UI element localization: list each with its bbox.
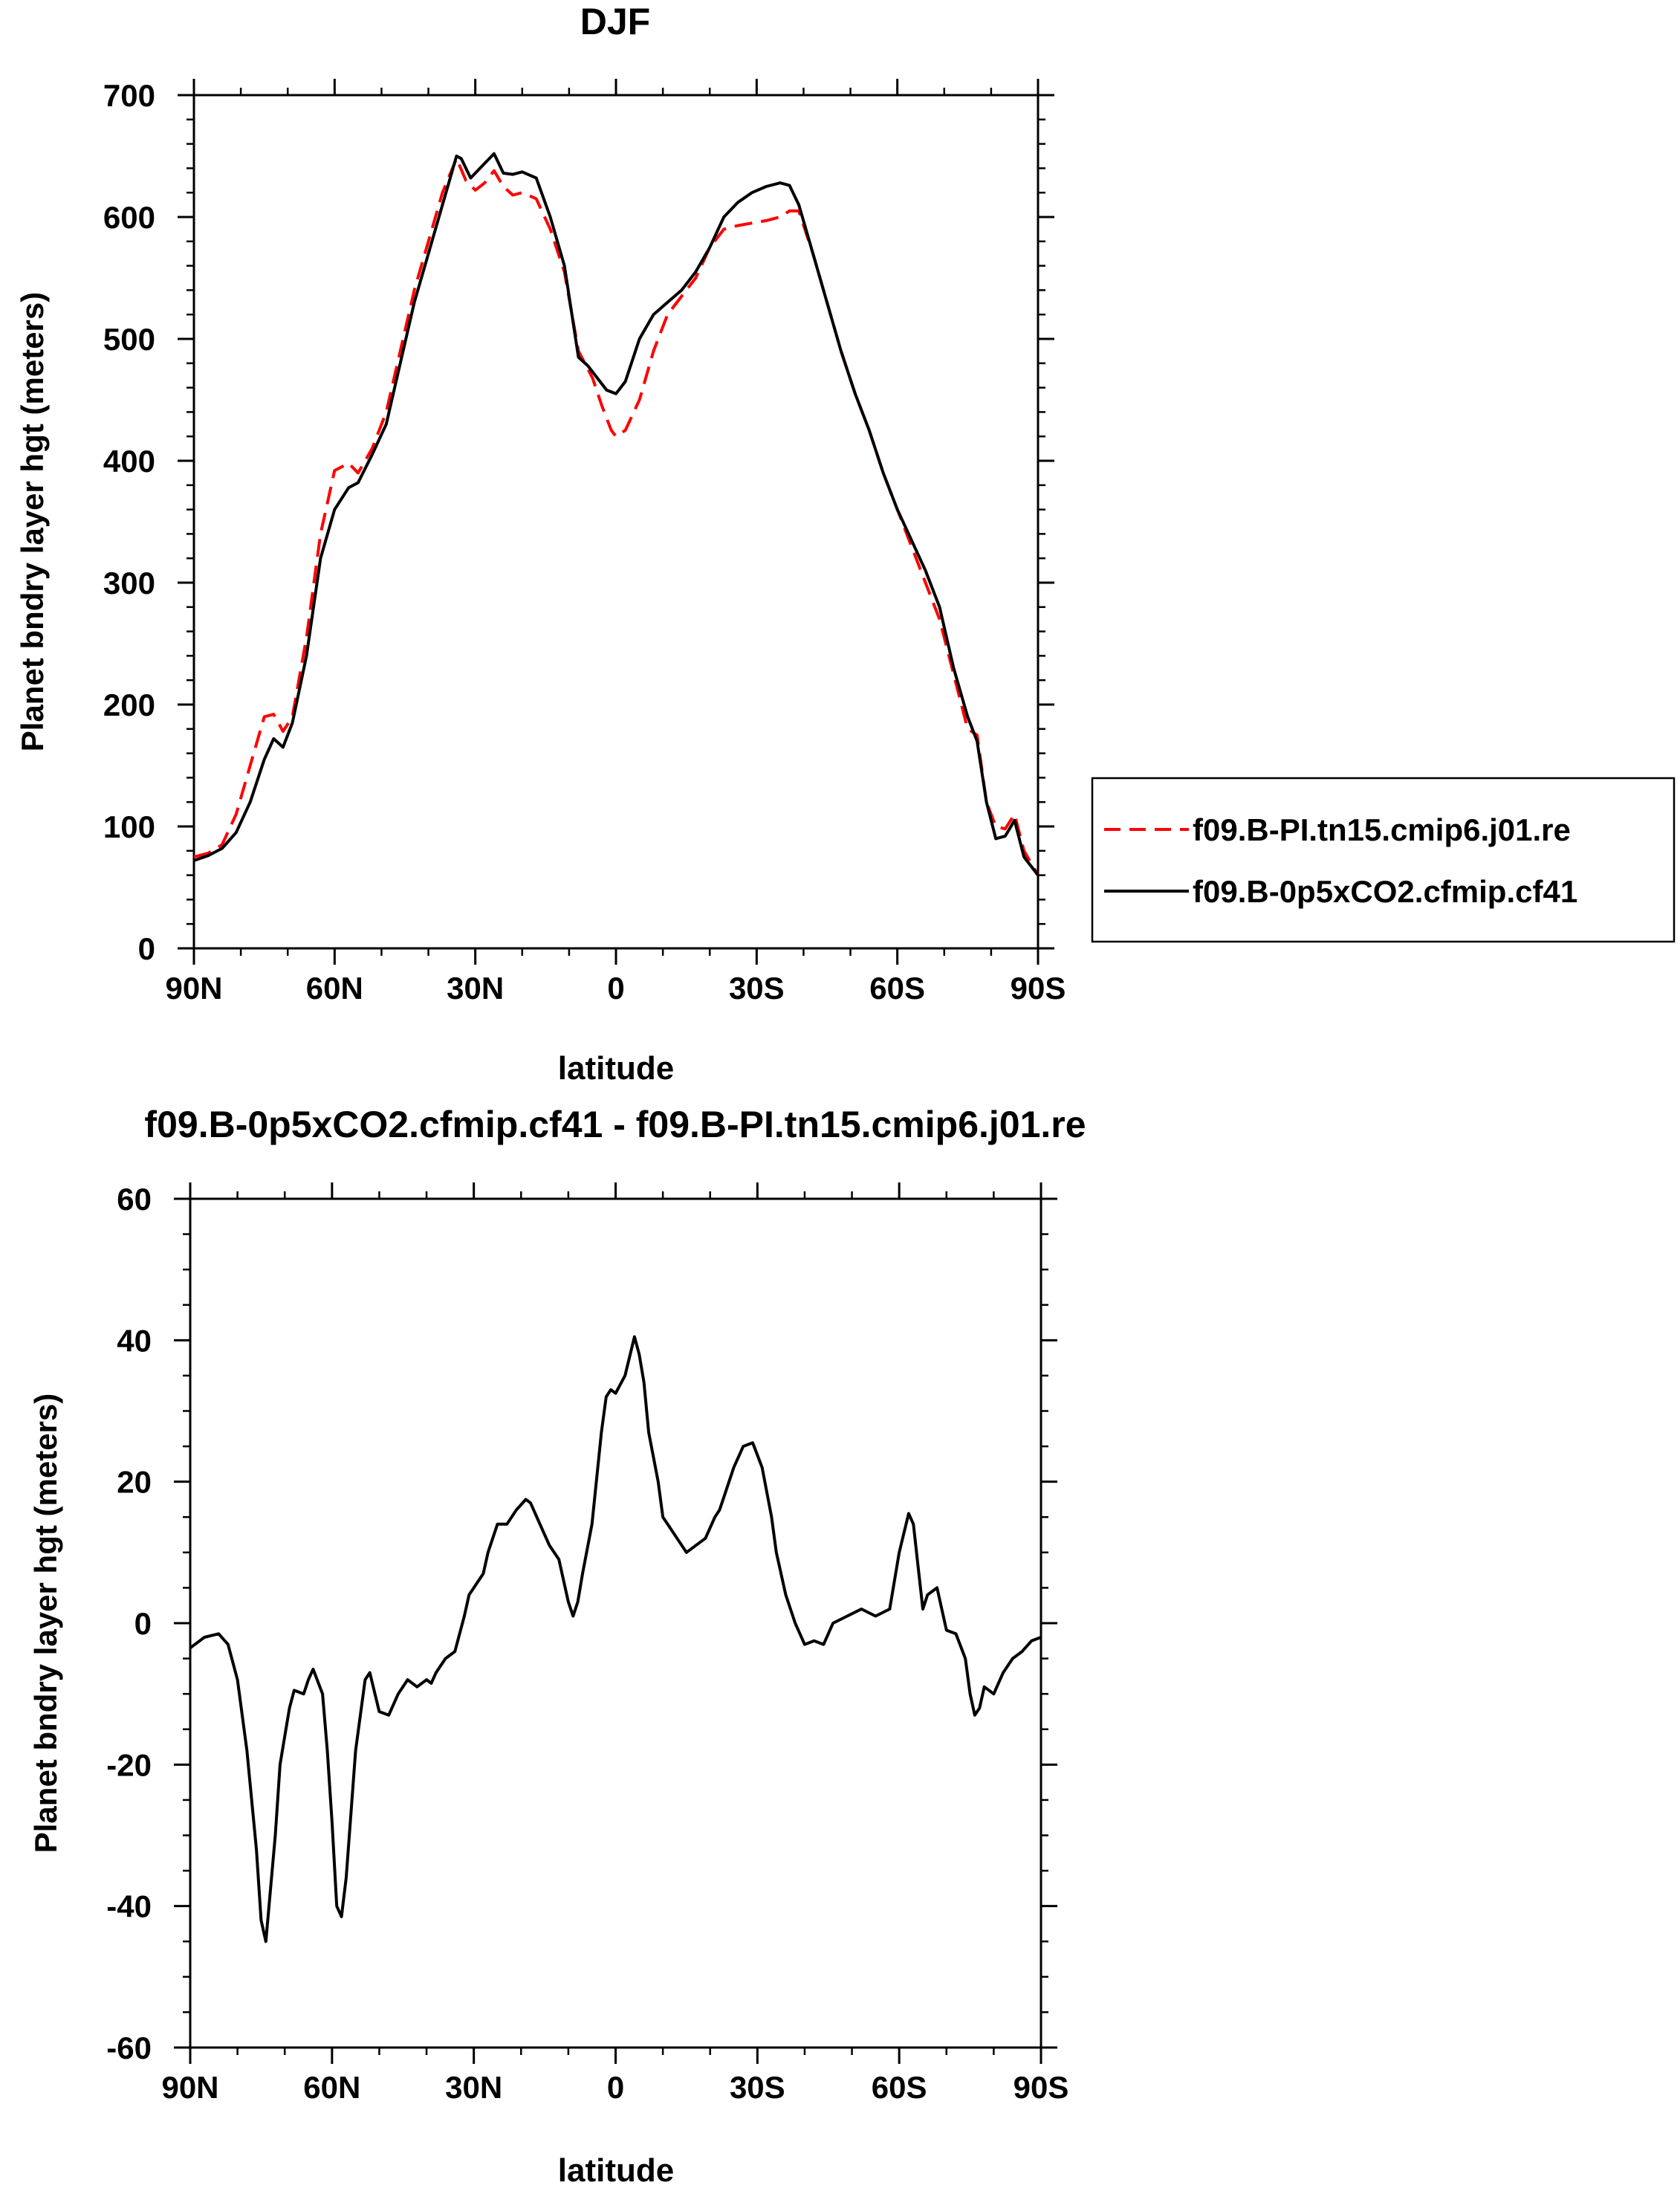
x-tick-label: 90S <box>1011 971 1066 1006</box>
x-tick-label: 60N <box>303 2070 360 2105</box>
x-tick-label: 0 <box>607 971 624 1006</box>
legend-box <box>1091 777 1676 943</box>
y-tick-label: 0 <box>138 931 155 966</box>
top-x-axis-label: latitude <box>558 1050 674 1087</box>
x-tick-label: 0 <box>607 2070 624 2105</box>
x-tick-label: 60S <box>872 2070 927 2105</box>
x-tick-label: 90N <box>161 2070 218 2105</box>
y-tick-label: 300 <box>103 566 155 601</box>
series-line-difference <box>189 1335 1042 1943</box>
x-tick-label: 30S <box>729 971 785 1006</box>
top-plot-frame <box>192 94 1040 950</box>
bottom-panel-ticks <box>174 1182 1057 2064</box>
legend: f09.B-PI.tn15.cmip6.j01.re f09.B-0p5xCO2… <box>1091 777 1676 943</box>
y-tick-label: 600 <box>103 200 155 235</box>
y-tick-label: 20 <box>117 1465 152 1500</box>
y-tick-label: -60 <box>106 2030 152 2065</box>
top-panel-ticks <box>178 79 1054 965</box>
legend-label-pi: f09.B-PI.tn15.cmip6.j01.re <box>1193 812 1571 847</box>
y-tick-label: -40 <box>106 1889 152 1924</box>
y-tick-label: 100 <box>103 809 155 844</box>
bottom-x-axis-label: latitude <box>558 2152 674 2188</box>
bottom-panel-series <box>189 1335 1042 1943</box>
series-line-pi <box>193 157 1040 876</box>
x-tick-label: 90S <box>1013 2070 1069 2105</box>
bottom-x-tick-labels: 90N 60N 30N 0 30S 60S 90S <box>161 2070 1068 2105</box>
bottom-y-tick-labels: -60 -40 -20 0 20 40 60 <box>106 1182 152 2065</box>
y-tick-label: 700 <box>103 78 155 113</box>
top-panel-series <box>193 152 1040 876</box>
top-panel-title: DJF <box>580 1 650 42</box>
bottom-plot-frame <box>189 1197 1042 2049</box>
x-tick-label: 60N <box>306 971 363 1006</box>
y-tick-label: -20 <box>106 1747 152 1782</box>
x-tick-label: 30N <box>447 971 504 1006</box>
y-tick-label: 40 <box>117 1323 152 1358</box>
top-panel: DJF 0 100 200 300 400 500 600 700 90N 60N 30N 0 30S… <box>15 1 1066 1087</box>
bottom-y-axis-label: Planet bndry layer hgt (meters) <box>28 1394 63 1854</box>
y-tick-label: 60 <box>117 1182 152 1217</box>
y-tick-label: 500 <box>103 322 155 357</box>
x-tick-label: 30S <box>730 2070 785 2105</box>
y-tick-label: 0 <box>134 1606 152 1641</box>
y-tick-label: 400 <box>103 444 155 479</box>
top-y-axis-label: Planet bndry layer hgt (meters) <box>15 292 50 752</box>
top-y-tick-labels: 0 100 200 300 400 500 600 700 <box>103 78 155 966</box>
series-line-co2 <box>193 152 1040 876</box>
x-tick-label: 90N <box>165 971 222 1006</box>
x-tick-label: 30N <box>445 2070 502 2105</box>
bottom-panel-title: f09.B-0p5xCO2.cfmip.cf41 - f09.B-PI.tn15… <box>144 1104 1086 1145</box>
legend-label-co2: f09.B-0p5xCO2.cfmip.cf41 <box>1193 874 1577 909</box>
x-tick-label: 60S <box>869 971 925 1006</box>
y-tick-label: 200 <box>103 687 155 722</box>
bottom-panel: f09.B-0p5xCO2.cfmip.cf41 - f09.B-PI.tn15… <box>28 1104 1086 2188</box>
top-x-tick-labels: 90N 60N 30N 0 30S 60S 90S <box>165 971 1066 1006</box>
